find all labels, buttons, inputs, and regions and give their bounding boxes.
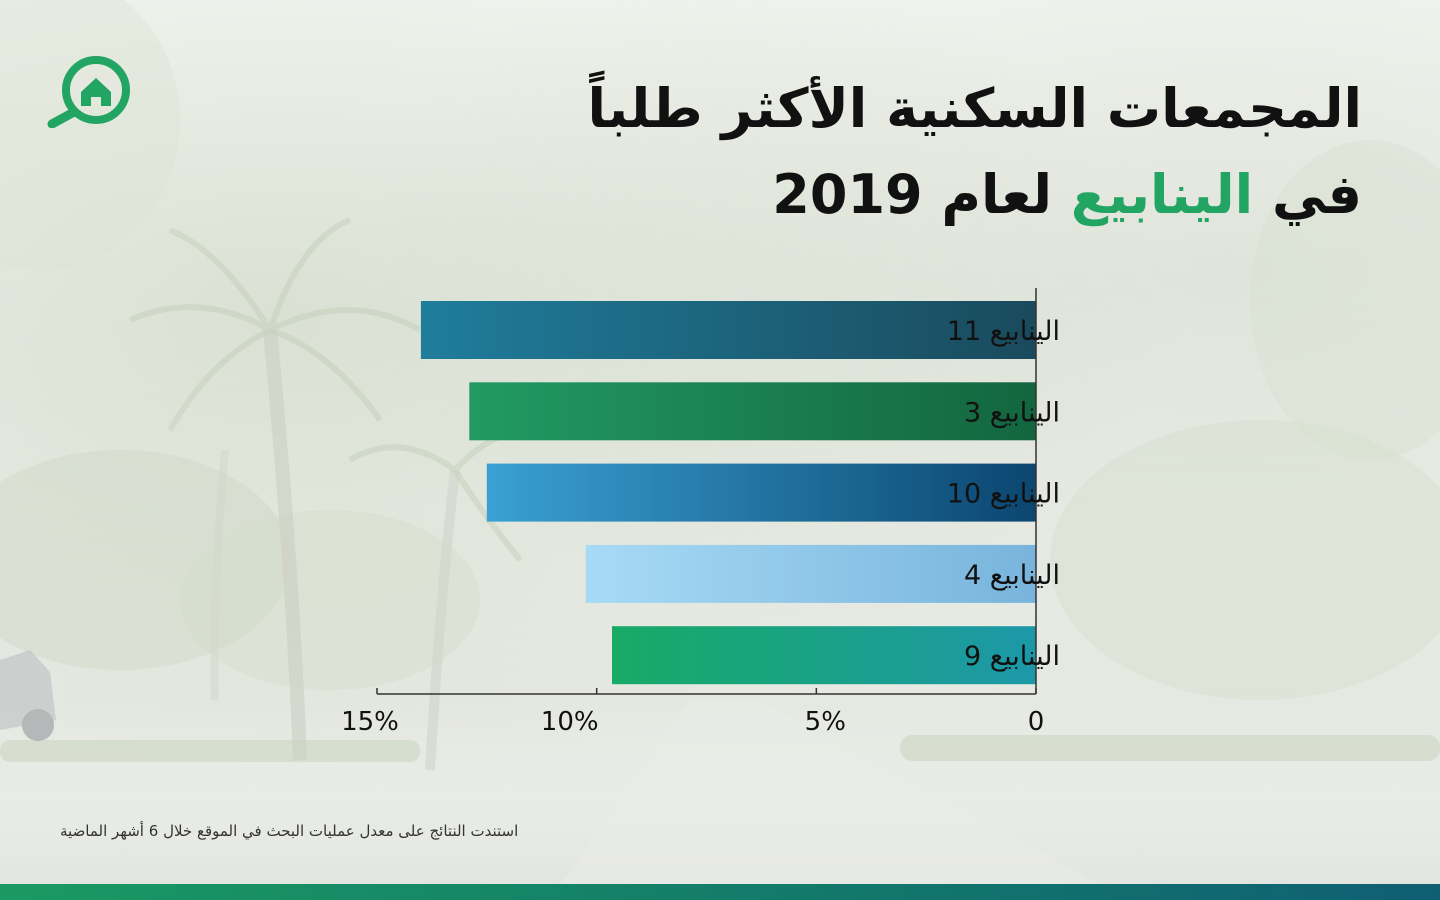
axes-layer <box>376 288 1037 695</box>
footnote: استندت النتائج على معدل عمليات البحث في … <box>60 822 519 840</box>
page-title: المجمعات السكنية الأكثر طلباً في الينابي… <box>462 66 1362 238</box>
category-label: الينابيع 3 <box>964 397 1060 428</box>
labels-layer: الينابيع 11 الينابيع 3 الينابيع 10 الينابيع… <box>341 316 1060 737</box>
title-line-2-prefix: في <box>1272 163 1362 226</box>
title-line-2: في الينابيع لعام 2019 <box>462 152 1362 238</box>
category-label: الينابيع 11 <box>947 316 1060 347</box>
bar-4 <box>585 544 1036 603</box>
x-tick-label: 0 <box>1028 707 1045 737</box>
bottom-color-bar <box>0 884 1440 900</box>
title-line-1: المجمعات السكنية الأكثر طلباً <box>587 77 1362 140</box>
category-label: الينابيع 9 <box>964 641 1060 672</box>
bar-3 <box>486 463 1036 522</box>
bar-1 <box>420 301 1036 359</box>
x-tick-label: 15% <box>341 707 399 737</box>
x-tick-label: 10% <box>541 707 599 737</box>
title-line-2-suffix: لعام 2019 <box>772 163 1053 226</box>
house-search-logo-icon <box>47 56 130 128</box>
bar-2 <box>469 382 1036 441</box>
x-tick-label: 5% <box>805 707 846 737</box>
bars-layer <box>420 301 1036 685</box>
category-label: الينابيع 4 <box>964 560 1060 591</box>
title-highlight: الينابيع <box>1070 163 1254 226</box>
category-label: الينابيع 10 <box>947 479 1060 510</box>
bar-5 <box>612 626 1036 685</box>
